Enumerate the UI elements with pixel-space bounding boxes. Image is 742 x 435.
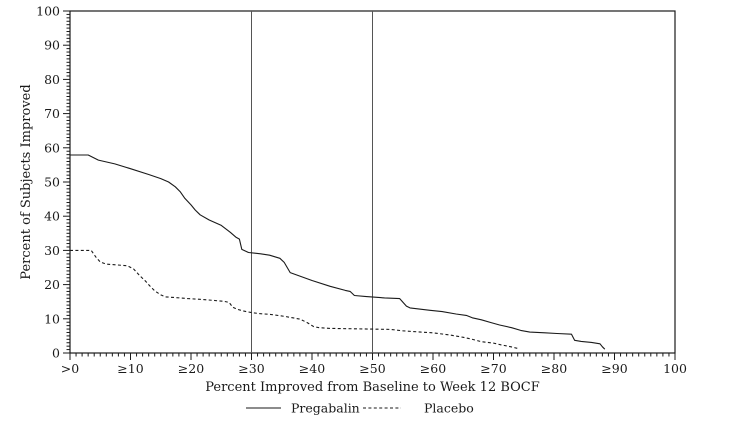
- y-tick-label: 20: [44, 277, 60, 292]
- series-line-placebo: [70, 249, 520, 350]
- x-tick-label: ≥80: [541, 361, 567, 376]
- y-tick-label: 40: [44, 209, 60, 224]
- x-tick-label: ≥70: [480, 361, 506, 376]
- x-tick-label: ≥60: [420, 361, 446, 376]
- x-tick-label: ≥40: [299, 361, 325, 376]
- x-tick-label: ≥50: [359, 361, 385, 376]
- y-tick-label: 30: [44, 243, 60, 258]
- x-axis-title: Percent Improved from Baseline to Week 1…: [205, 380, 540, 395]
- x-tick-label: ≥90: [601, 361, 627, 376]
- y-axis-title: Percent of Subjects Improved: [19, 84, 34, 279]
- legend-label-placebo: Placebo: [424, 401, 474, 416]
- x-tick-label: ≥20: [178, 361, 204, 376]
- y-tick-label: 90: [44, 38, 60, 53]
- series-line-pregabalin: [70, 154, 606, 350]
- x-tick-label: >0: [61, 361, 79, 376]
- y-tick-label: 50: [44, 175, 60, 190]
- y-tick-label: 0: [52, 346, 60, 361]
- x-tick-label: 100: [663, 361, 687, 376]
- y-tick-label: 100: [36, 4, 60, 19]
- y-tick-label: 60: [44, 140, 60, 155]
- x-tick-label: ≥30: [238, 361, 264, 376]
- legend-label-pregabalin: Pregabalin: [291, 401, 360, 416]
- x-tick-label: ≥10: [117, 361, 143, 376]
- y-tick-label: 10: [44, 311, 60, 326]
- y-tick-label: 70: [44, 106, 60, 121]
- y-tick-label: 80: [44, 72, 60, 87]
